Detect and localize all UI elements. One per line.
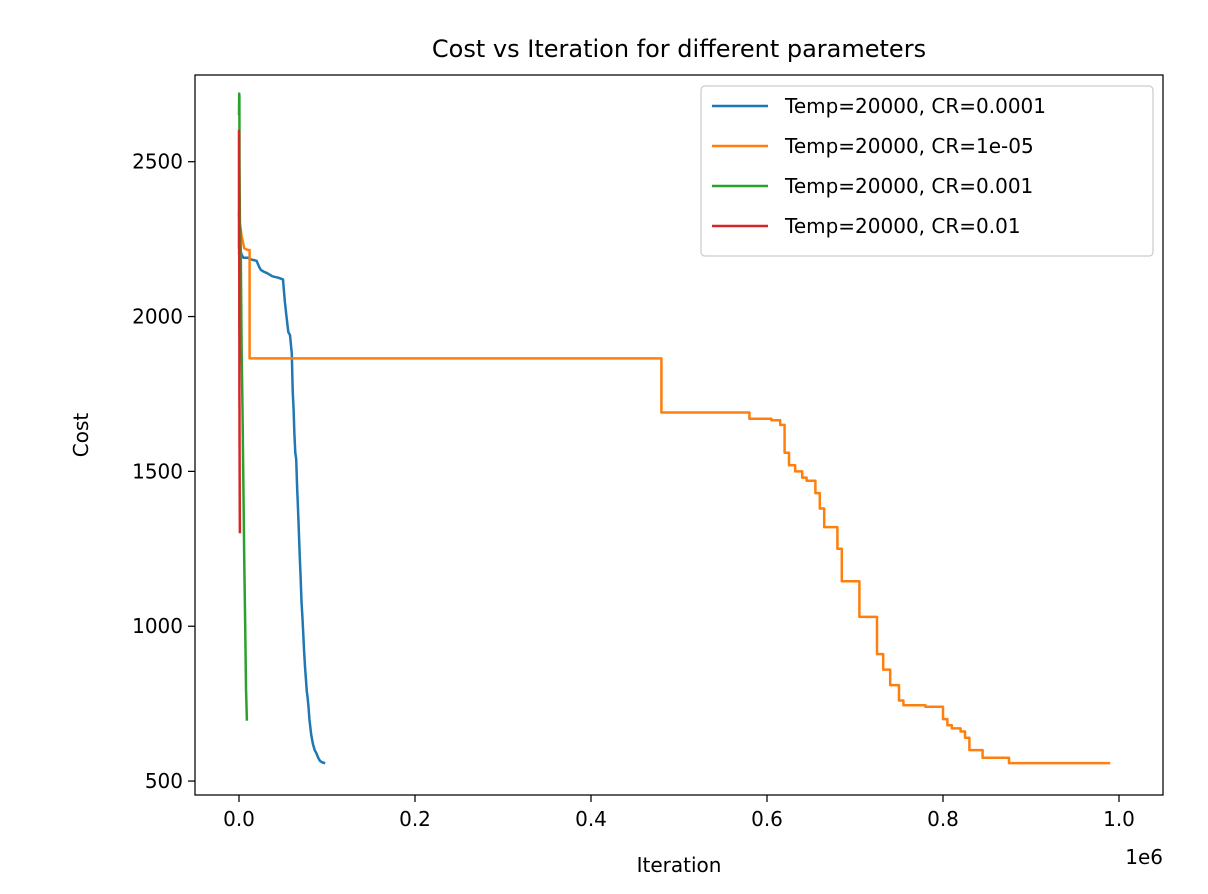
legend: Temp=20000, CR=0.0001 Temp=20000, CR=1e-0… [700,85,1154,257]
plot-area [237,92,1111,765]
legend-entry: Temp=20000, CR=0.001 [784,174,1033,198]
chart-title: Cost vs Iteration for different paramete… [432,35,926,63]
x-tick-label: 0.2 [399,807,431,831]
y-axis: 500 1000 1500 2000 2500 [132,150,195,793]
axes-frame [194,74,1164,796]
series-line-4 [237,129,242,534]
x-tick-label: 0.0 [223,807,255,831]
series-line-3 [237,92,249,721]
y-tick-label: 2000 [132,305,183,329]
x-tick-label: 0.8 [927,807,959,831]
y-axis-label: Cost [69,413,93,458]
y-tick-label: 500 [145,769,183,793]
x-axis-label: Iteration [637,853,722,877]
series-line-2 [237,222,1111,765]
y-tick-label: 2500 [132,150,183,174]
legend-entry: Temp=20000, CR=1e-05 [784,134,1034,158]
legend-entry: Temp=20000, CR=0.01 [784,214,1021,238]
x-tick-label: 0.4 [575,807,607,831]
legend-box [700,85,1154,257]
y-tick-label: 1500 [132,459,183,483]
x-tick-label: 1.0 [1103,807,1135,831]
x-tick-label: 0.6 [751,807,783,831]
y-tick-label: 1000 [132,614,183,638]
x-axis: 0.0 0.2 0.4 0.6 0.8 1.0 [223,795,1135,831]
x-offset-label: 1e6 [1125,845,1163,869]
series-line-1 [237,211,326,765]
legend-entry: Temp=20000, CR=0.0001 [784,94,1046,118]
